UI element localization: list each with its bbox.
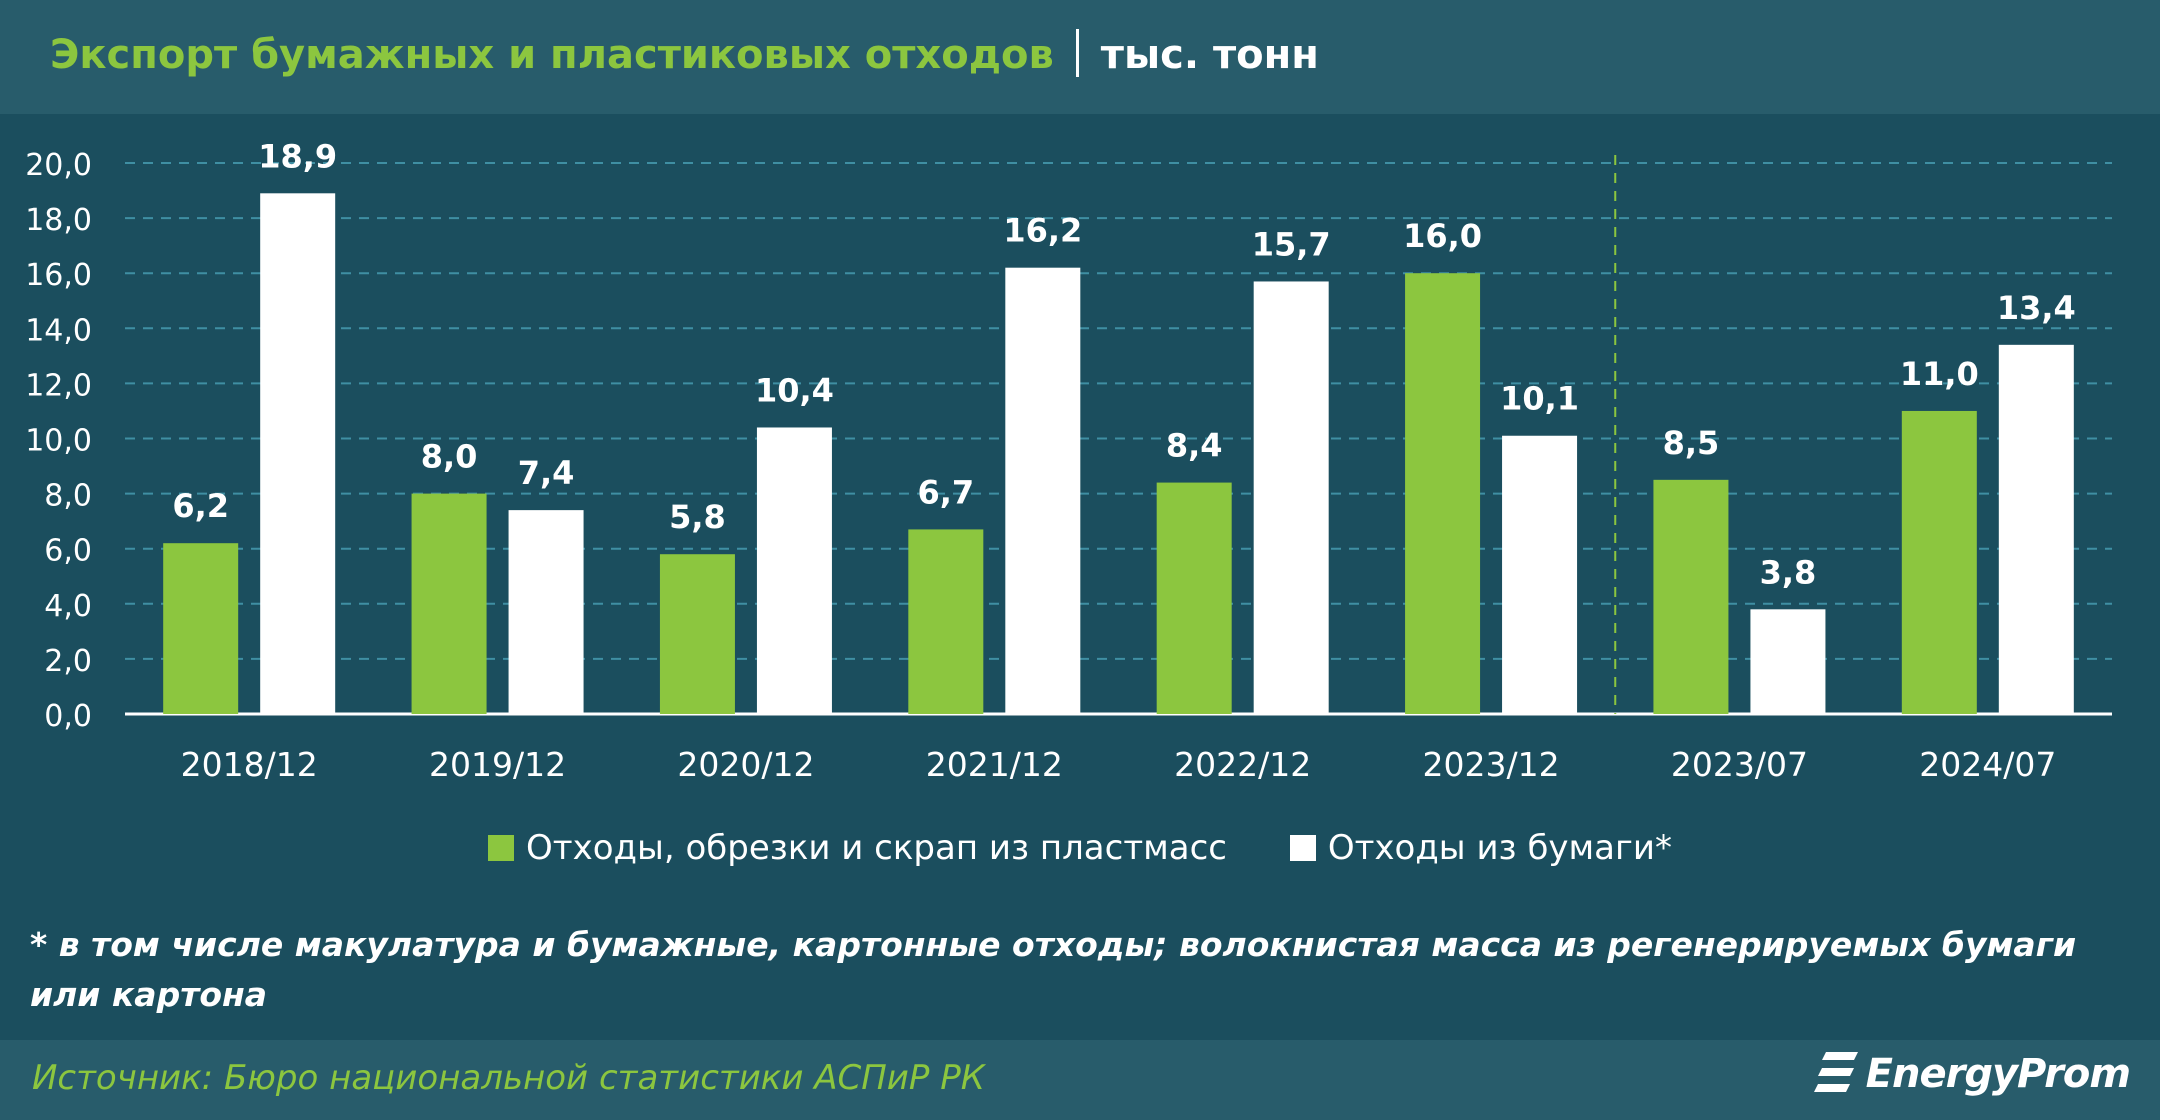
y-tick-label: 2,0 <box>44 644 92 679</box>
data-label: 8,5 <box>1663 424 1720 462</box>
y-tick-label: 4,0 <box>44 589 92 624</box>
y-tick-label: 20,0 <box>25 148 92 183</box>
data-label: 8,4 <box>1166 427 1223 465</box>
title-separator <box>1075 29 1079 77</box>
x-tick-label: 2022/12 <box>1174 745 1311 784</box>
bar-paper <box>756 427 832 714</box>
x-tick-label: 2018/12 <box>181 745 318 784</box>
y-tick-label: 6,0 <box>44 534 92 569</box>
source-note: Источник: Бюро национальной статистики А… <box>32 1058 985 1098</box>
data-label: 10,1 <box>1500 380 1579 418</box>
y-tick-label: 14,0 <box>25 313 92 348</box>
bar-plastic <box>908 529 984 714</box>
x-tick-label: 2023/07 <box>1671 745 1808 784</box>
y-tick-label: 0,0 <box>44 699 92 734</box>
chart-title: Экспорт бумажных и пластиковых отходов ты… <box>50 29 1319 81</box>
bar-plastic <box>411 493 487 714</box>
data-label: 18,9 <box>258 137 337 175</box>
y-tick-label: 12,0 <box>25 368 92 403</box>
bar-plastic <box>1405 273 1481 714</box>
bar-plastic <box>1653 479 1729 714</box>
unit-label: тыс. тонн <box>1100 32 1319 78</box>
y-tick-label: 18,0 <box>25 203 92 238</box>
bar-paper <box>508 510 584 714</box>
bar-paper <box>1502 435 1578 714</box>
legend-label-paper: Отходы из бумаги* <box>1327 828 1672 868</box>
footer: Источник: Бюро национальной статистики А… <box>0 1040 2160 1120</box>
bar-paper <box>1998 344 2074 714</box>
data-label: 7,4 <box>518 454 575 492</box>
data-label: 13,4 <box>1997 289 2076 327</box>
data-label: 8,0 <box>421 438 478 476</box>
bar-plastic <box>659 554 735 714</box>
bar-plastic <box>163 543 239 714</box>
legend-item-paper: Отходы из бумаги* <box>1289 828 1672 868</box>
data-label: 10,4 <box>755 371 834 409</box>
legend-swatch-paper <box>1289 835 1316 861</box>
y-tick-label: 8,0 <box>44 479 92 514</box>
bar-paper <box>1750 609 1826 714</box>
data-label: 11,0 <box>1900 355 1979 393</box>
legend-label-plastic: Отходы, обрезки и скрап из пластмасс <box>526 828 1227 868</box>
x-tick-label: 2020/12 <box>677 745 814 784</box>
data-label: 6,7 <box>917 473 974 511</box>
x-tick-label: 2019/12 <box>429 745 566 784</box>
data-label: 15,7 <box>1252 225 1331 263</box>
energyprom-logo-icon <box>1813 1052 1858 1092</box>
legend-swatch-plastic <box>488 835 515 861</box>
data-label: 6,2 <box>172 487 229 525</box>
title-text: Экспорт бумажных и пластиковых отходов <box>50 32 1054 78</box>
x-tick-label: 2024/07 <box>1919 745 2056 784</box>
bar-paper <box>260 193 336 714</box>
bar-paper <box>1005 267 1081 714</box>
header: Экспорт бумажных и пластиковых отходов ты… <box>0 0 2160 114</box>
y-tick-label: 16,0 <box>25 258 92 293</box>
footnote: * в том числе макулатура и бумажные, кар… <box>30 925 2077 1014</box>
energyprom-logo: EnergyProm <box>1812 1048 2131 1112</box>
y-tick-label: 10,0 <box>25 424 92 459</box>
bar-chart: 0,0 2,0 4,0 6,0 8,0 10,0 12,0 14,0 16,0 18,0 20,0 6… <box>25 137 2112 784</box>
logo-text: EnergyProm <box>1865 1051 2131 1097</box>
x-tick-label: 2023/12 <box>1423 745 1560 784</box>
data-label: 16,0 <box>1403 217 1482 255</box>
data-label: 16,2 <box>1003 212 1082 250</box>
x-tick-label: 2021/12 <box>926 745 1063 784</box>
data-label: 3,8 <box>1760 553 1817 591</box>
data-label: 5,8 <box>669 498 726 536</box>
bar-paper <box>1253 281 1329 714</box>
legend: Отходы, обрезки и скрап из пластмасс Отх… <box>0 828 2160 868</box>
legend-item-plastic: Отходы, обрезки и скрап из пластмасс <box>488 828 1227 868</box>
bar-plastic <box>1901 410 1977 714</box>
bar-plastic <box>1156 482 1232 714</box>
